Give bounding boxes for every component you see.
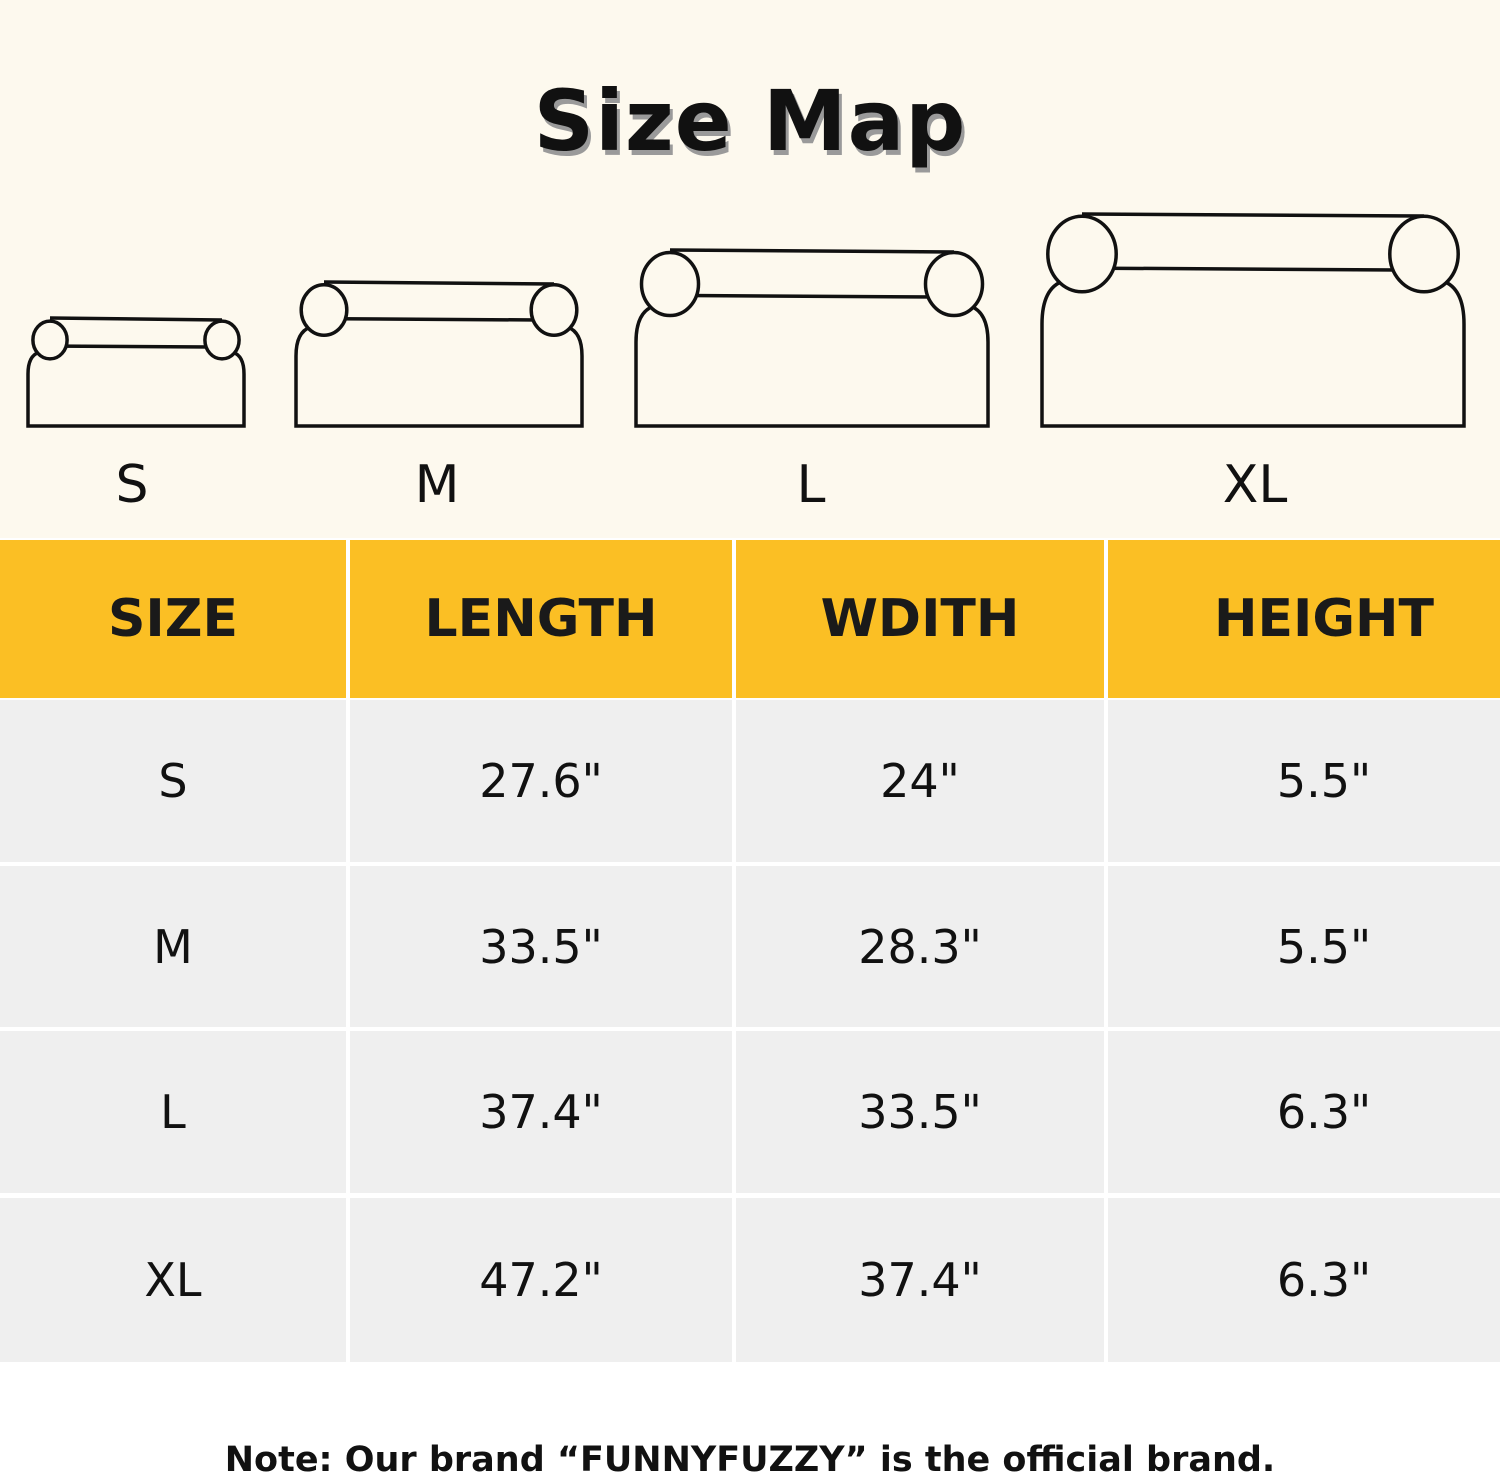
- bed-icon-l: [634, 248, 990, 428]
- bed-label-m: M: [414, 455, 460, 515]
- cell-width: 37.4": [736, 1198, 1104, 1362]
- cell-width: 24": [736, 700, 1104, 862]
- table-row: L 37.4" 33.5" 6.3": [0, 1031, 1500, 1193]
- bed-icon-s: [26, 316, 246, 428]
- cell-size: L: [0, 1031, 346, 1193]
- bed-label-l: L: [796, 455, 826, 515]
- size-map-illustration-panel: Size Map S M L XL: [0, 0, 1500, 538]
- cell-size: S: [0, 700, 346, 862]
- table-row: XL 47.2" 37.4" 6.3": [0, 1198, 1500, 1362]
- brand-note: Note: Our brand “FUNNYFUZZY” is the offi…: [224, 1440, 1276, 1480]
- cell-width: 28.3": [736, 866, 1104, 1027]
- cell-height: 6.3": [1108, 1031, 1500, 1193]
- header-length: LENGTH: [350, 540, 732, 698]
- cell-size: M: [0, 866, 346, 1027]
- cell-length: 37.4": [350, 1031, 732, 1193]
- header-width: WDITH: [736, 540, 1104, 698]
- bed-icon-xl: [1040, 212, 1466, 428]
- table-row: M 33.5" 28.3" 5.5": [0, 866, 1500, 1027]
- bed-icon-m: [294, 280, 584, 428]
- header-size: SIZE: [0, 540, 346, 698]
- cell-size: XL: [0, 1198, 346, 1362]
- table-header-row: SIZE LENGTH WDITH HEIGHT: [0, 540, 1500, 698]
- header-height: HEIGHT: [1108, 540, 1500, 698]
- cell-length: 33.5": [350, 866, 732, 1027]
- table-row: S 27.6" 24" 5.5": [0, 700, 1500, 862]
- bed-label-s: S: [115, 455, 149, 515]
- bed-illustrations: [26, 212, 1466, 428]
- cell-length: 47.2": [350, 1198, 732, 1362]
- cell-length: 27.6": [350, 700, 732, 862]
- cell-height: 6.3": [1108, 1198, 1500, 1362]
- cell-height: 5.5": [1108, 700, 1500, 862]
- bed-label-xl: XL: [1222, 455, 1288, 515]
- page-title: Size Map: [533, 72, 967, 170]
- cell-height: 5.5": [1108, 866, 1500, 1027]
- cell-width: 33.5": [736, 1031, 1104, 1193]
